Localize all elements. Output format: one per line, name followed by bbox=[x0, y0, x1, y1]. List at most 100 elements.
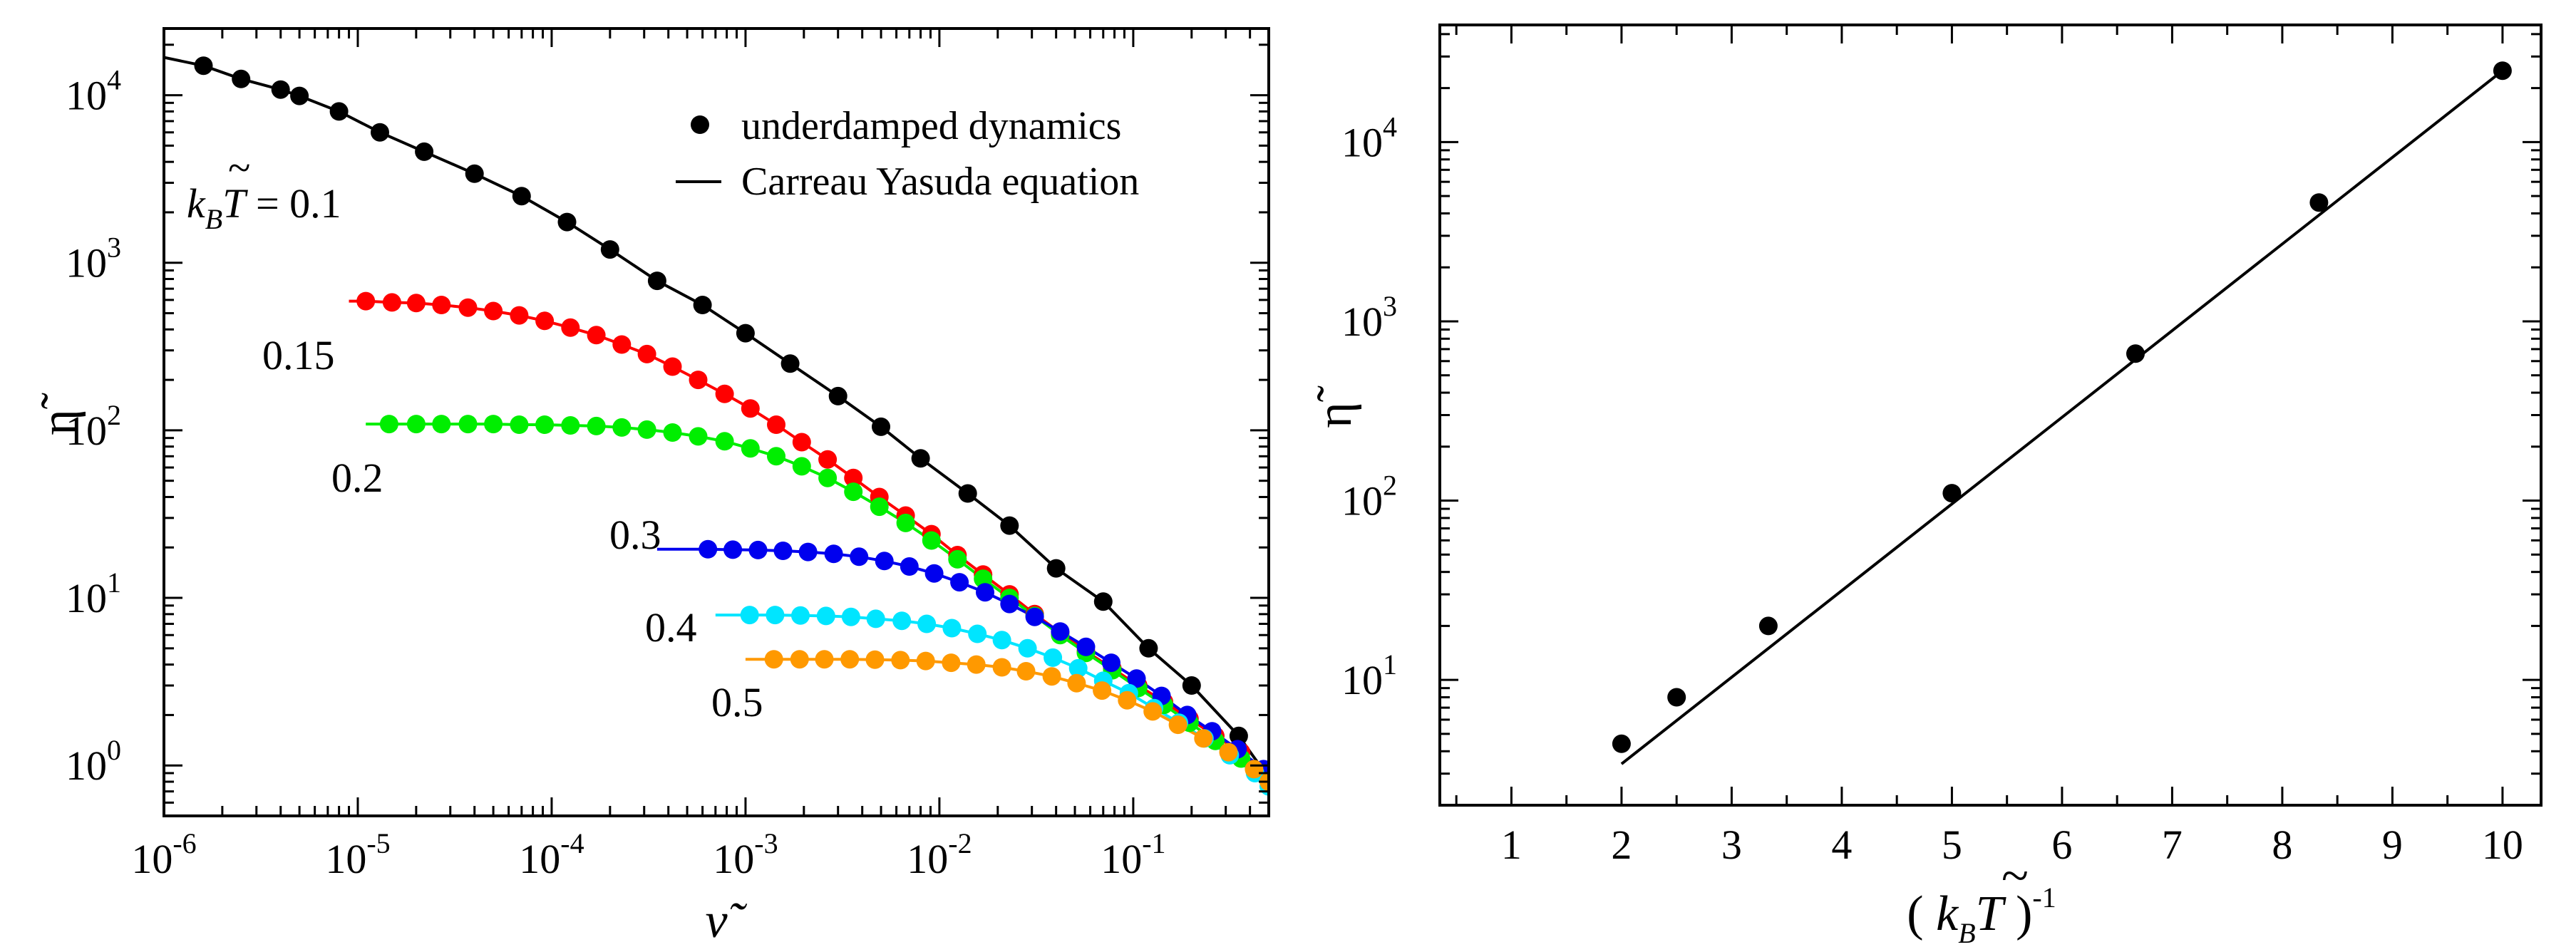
data-point-T0p15 bbox=[406, 294, 426, 313]
data-point-T0p1 bbox=[1182, 676, 1201, 695]
data-point-T0p1 bbox=[271, 80, 290, 99]
data-point bbox=[2126, 344, 2145, 363]
data-point bbox=[1758, 616, 1778, 636]
data-point-T0p2 bbox=[432, 415, 451, 434]
temperature-annotation: kBT = 0.1 bbox=[187, 180, 341, 235]
data-point-T0p5 bbox=[1245, 760, 1264, 779]
legend: underdamped dynamics Carreau Yasuda equat… bbox=[676, 104, 1139, 204]
data-point-T0p3 bbox=[798, 542, 818, 562]
data-point-T0p2 bbox=[637, 420, 656, 439]
x-tick-exponent: -2 bbox=[948, 827, 972, 859]
data-point-T0p4 bbox=[816, 606, 835, 626]
x-tick-base: 10 bbox=[907, 836, 948, 882]
data-point-T0p5 bbox=[1016, 662, 1036, 681]
data-point-T0p5 bbox=[942, 653, 961, 673]
x-axis-label: ( kBT )-1 bbox=[1907, 881, 2056, 949]
data-point-T0p15 bbox=[741, 399, 760, 418]
data-point-T0p1 bbox=[371, 123, 389, 142]
data-point-T0p15 bbox=[484, 301, 503, 321]
series-label-0p5: 0.5 bbox=[711, 679, 763, 725]
data-point-T0p15 bbox=[432, 296, 451, 314]
annotation-tilde: ~ bbox=[228, 145, 250, 191]
data-point-T0p3 bbox=[773, 542, 793, 560]
x-tick-exponent: -5 bbox=[366, 827, 390, 859]
data-point-T0p2 bbox=[535, 415, 555, 434]
annotation-T: T bbox=[222, 180, 248, 227]
data-point-T0p15 bbox=[715, 384, 734, 403]
legend-label-data: underdamped dynamics bbox=[741, 104, 1121, 148]
data-point-T0p2 bbox=[715, 432, 734, 451]
data-point-T0p5 bbox=[1093, 681, 1112, 700]
legend-label-fit: Carreau Yasuda equation bbox=[741, 160, 1139, 204]
y-tick-exponent: 2 bbox=[1383, 470, 1397, 502]
data-point-T0p15 bbox=[510, 306, 529, 325]
x-tick-base: 10 bbox=[713, 836, 754, 882]
y-tick-base: 10 bbox=[66, 73, 107, 119]
x-tick-base: 10 bbox=[325, 836, 366, 882]
data-point-T0p2 bbox=[663, 423, 682, 442]
data-point-T0p1 bbox=[512, 187, 531, 206]
data-point-T0p2 bbox=[689, 427, 708, 446]
y-tick-label: 102 bbox=[1341, 470, 1397, 524]
data-point-T0p4 bbox=[740, 606, 759, 625]
data-point-T0p15 bbox=[612, 335, 632, 354]
data-point-T0p2 bbox=[844, 482, 863, 502]
data-point-T0p15 bbox=[818, 450, 838, 469]
data-point-T0p4 bbox=[942, 619, 962, 638]
data-point-T0p4 bbox=[1018, 638, 1037, 658]
data-point-T0p3 bbox=[1127, 669, 1146, 688]
data-point-T0p1 bbox=[647, 271, 666, 291]
data-point-T0p4 bbox=[791, 606, 810, 625]
data-point-T0p5 bbox=[967, 655, 986, 674]
data-point-T0p1 bbox=[1139, 638, 1158, 658]
y-tick-label: 103 bbox=[1341, 290, 1397, 345]
data-point-T0p4 bbox=[917, 614, 937, 633]
data-point-T0p5 bbox=[865, 650, 885, 669]
data-point-T0p3 bbox=[924, 564, 944, 583]
data-point bbox=[2309, 193, 2329, 212]
data-point-T0p3 bbox=[950, 573, 969, 592]
y-tick-base: 10 bbox=[1341, 657, 1383, 703]
y-axis-label: η̃ bbox=[1307, 386, 1362, 428]
data-point-T0p15 bbox=[637, 344, 656, 363]
data-point-T0p5 bbox=[815, 650, 834, 669]
data-point-T0p1 bbox=[232, 69, 251, 88]
data-point-T0p4 bbox=[892, 611, 912, 631]
x-tick-label: 10 bbox=[2482, 822, 2523, 868]
data-point-T0p5 bbox=[1118, 690, 1137, 710]
data-point-T0p1 bbox=[693, 296, 712, 314]
y-tick-label: 101 bbox=[1341, 648, 1397, 703]
data-point-T0p2 bbox=[561, 416, 580, 435]
data-point bbox=[1667, 688, 1686, 707]
data-point-T0p15 bbox=[561, 318, 580, 337]
data-point-T0p4 bbox=[1044, 648, 1063, 667]
x-tick-label: 10-5 bbox=[325, 827, 390, 882]
y-tick-exponent: 3 bbox=[107, 232, 121, 264]
x-tick-label: 8 bbox=[2272, 822, 2292, 868]
data-point-T0p15 bbox=[767, 415, 785, 434]
data-point-T0p3 bbox=[976, 583, 994, 602]
data-point-T0p1 bbox=[415, 142, 434, 161]
data-point-T0p3 bbox=[699, 539, 718, 559]
x-tick-exponent: -4 bbox=[560, 827, 584, 859]
left-chart-viscosity-vs-shear-rate: 10-6 10-5 10-4 10-3 10-2 10-1100101102103104ν… bbox=[31, 27, 1270, 948]
data-point-T0p3 bbox=[900, 557, 919, 576]
data-point-T0p4 bbox=[841, 607, 860, 626]
data-point bbox=[1612, 734, 1631, 753]
data-point-T0p15 bbox=[587, 326, 606, 345]
x-tick-base: 10 bbox=[1101, 836, 1142, 882]
data-point-T0p2 bbox=[379, 415, 398, 434]
data-point-T0p2 bbox=[922, 531, 941, 550]
data-point-T0p4 bbox=[1068, 658, 1088, 678]
x-tick-label: 4 bbox=[1831, 822, 1852, 868]
x-tick-exponent: -6 bbox=[172, 827, 196, 859]
data-point-T0p1 bbox=[1000, 516, 1019, 535]
y-tick-base: 10 bbox=[1341, 299, 1383, 345]
data-point-T0p5 bbox=[840, 650, 860, 669]
x-tick-exponent: -1 bbox=[1142, 827, 1165, 859]
y-tick-label: 101 bbox=[66, 566, 121, 621]
data-point-T0p2 bbox=[587, 416, 606, 435]
x-tick-base: 10 bbox=[519, 836, 560, 882]
data-point-T0p1 bbox=[329, 102, 349, 121]
data-point-T0p1 bbox=[828, 386, 847, 405]
